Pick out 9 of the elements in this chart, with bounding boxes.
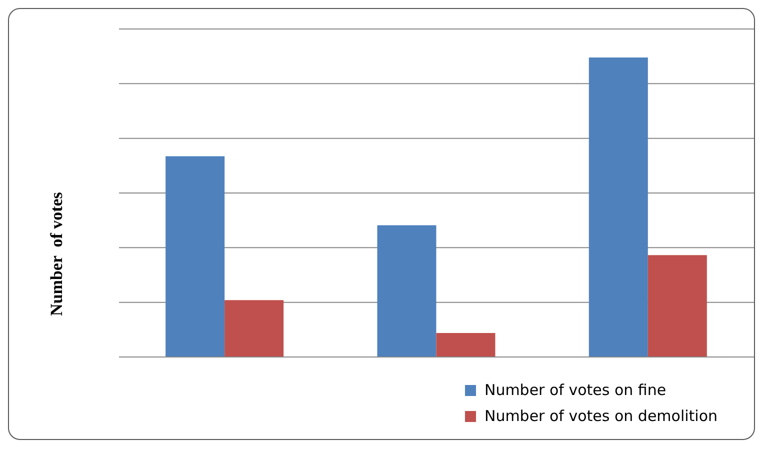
bar bbox=[588, 57, 648, 357]
bar bbox=[166, 156, 225, 357]
bar bbox=[377, 225, 436, 357]
bar bbox=[648, 255, 707, 357]
legend-label: Number of votes on fine bbox=[484, 380, 666, 401]
y-axis-title: Number of votes bbox=[47, 192, 67, 316]
legend-label: Number of votes on demolition bbox=[484, 406, 718, 427]
bar bbox=[224, 300, 284, 357]
bar bbox=[436, 333, 496, 357]
